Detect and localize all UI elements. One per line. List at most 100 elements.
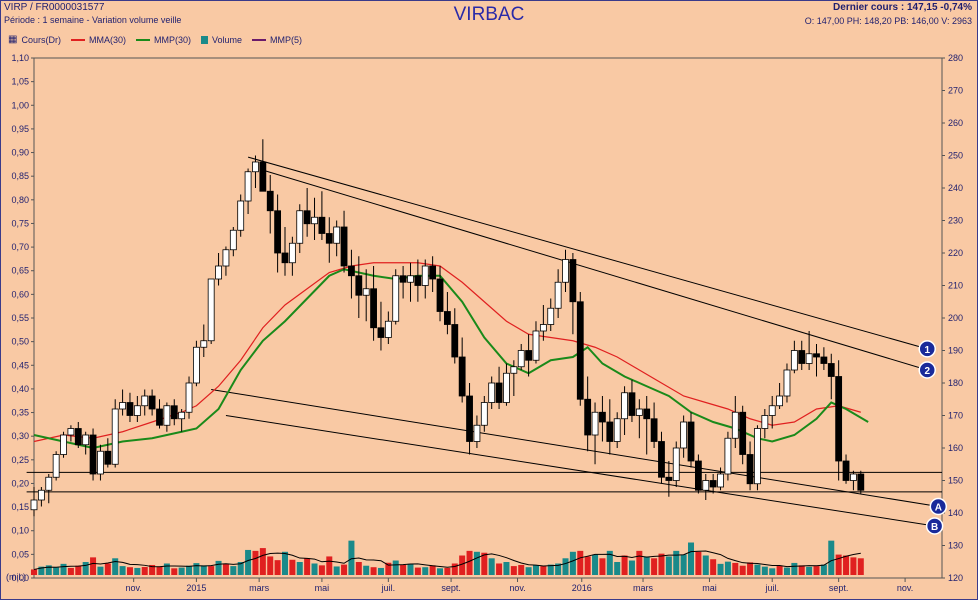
legend-item-mmp30[interactable]: MMP(30): [135, 35, 191, 45]
candle-body[interactable]: [266, 190, 274, 212]
candle-body[interactable]: [296, 210, 304, 244]
candle-body[interactable]: [547, 307, 555, 325]
candle-body[interactable]: [805, 353, 813, 364]
candle-body[interactable]: [857, 473, 865, 491]
candle-body[interactable]: [318, 216, 326, 234]
candle-body[interactable]: [643, 408, 651, 420]
legend-item-cours[interactable]: ▦ Cours(Dr): [8, 34, 61, 45]
candle-body[interactable]: [185, 382, 193, 413]
candle-body[interactable]: [480, 402, 488, 426]
candle-body[interactable]: [384, 320, 392, 338]
candle-body[interactable]: [348, 265, 355, 277]
candle-body[interactable]: [141, 395, 149, 407]
candle-body[interactable]: [303, 210, 311, 225]
candle-body[interactable]: [193, 346, 200, 384]
candle-body[interactable]: [288, 242, 296, 264]
legend-item-mmp5[interactable]: MMP(5): [252, 35, 302, 45]
candle-body[interactable]: [67, 428, 75, 436]
candle-body[interactable]: [621, 392, 628, 420]
legend-item-mma30[interactable]: MMA(30): [70, 35, 126, 45]
candle-body[interactable]: [717, 473, 724, 488]
candle-body[interactable]: [488, 382, 496, 403]
candle-body[interactable]: [222, 249, 230, 267]
candle-body[interactable]: [37, 489, 45, 501]
candle-body[interactable]: [30, 499, 38, 511]
candle-body[interactable]: [333, 226, 341, 244]
candle-body[interactable]: [340, 226, 348, 267]
candle-body[interactable]: [148, 395, 156, 410]
candle-body[interactable]: [850, 473, 857, 481]
candle-body[interactable]: [392, 275, 400, 322]
candle-body[interactable]: [443, 311, 451, 325]
candle-body[interactable]: [495, 382, 503, 403]
candle-body[interactable]: [421, 265, 429, 286]
trendline-A[interactable]: [211, 389, 939, 507]
candle-body[interactable]: [207, 278, 215, 342]
candle-body[interactable]: [584, 398, 592, 436]
candle-body[interactable]: [746, 454, 754, 485]
candle-body[interactable]: [554, 281, 562, 309]
candle-body[interactable]: [281, 252, 289, 264]
candle-body[interactable]: [407, 275, 414, 283]
candle-body[interactable]: [274, 210, 282, 254]
candle-body[interactable]: [576, 301, 584, 400]
candle-body[interactable]: [252, 161, 259, 173]
candle-body[interactable]: [104, 450, 112, 465]
candle-body[interactable]: [503, 372, 510, 403]
candle-body[interactable]: [783, 369, 791, 397]
candle-body[interactable]: [466, 395, 473, 442]
candle-body[interactable]: [436, 278, 444, 312]
candle-body[interactable]: [768, 405, 776, 416]
candle-body[interactable]: [200, 340, 208, 348]
candle-body[interactable]: [635, 408, 643, 416]
candle-body[interactable]: [451, 324, 459, 358]
candle-body[interactable]: [510, 366, 518, 374]
candle-body[interactable]: [658, 441, 665, 478]
candle-body[interactable]: [259, 161, 267, 192]
candle-body[interactable]: [429, 265, 437, 280]
candle-body[interactable]: [126, 402, 134, 416]
candle-body[interactable]: [517, 350, 525, 368]
candle-body[interactable]: [133, 405, 141, 416]
candle-body[interactable]: [702, 480, 710, 491]
candle-body[interactable]: [628, 392, 636, 416]
candle-body[interactable]: [754, 428, 761, 485]
candle-body[interactable]: [156, 408, 163, 426]
candle-body[interactable]: [842, 460, 850, 481]
candle-body[interactable]: [672, 447, 680, 481]
candle-body[interactable]: [311, 216, 318, 225]
candle-body[interactable]: [606, 421, 614, 442]
candle-body[interactable]: [694, 460, 702, 491]
candle-body[interactable]: [82, 434, 90, 446]
trendline-2[interactable]: [262, 169, 928, 371]
candle-body[interactable]: [325, 233, 333, 244]
legend-item-volume[interactable]: Volume: [200, 35, 242, 45]
trendline-B[interactable]: [225, 415, 935, 527]
candle-body[interactable]: [761, 415, 769, 429]
candle-body[interactable]: [170, 405, 178, 420]
candle-body[interactable]: [178, 411, 186, 420]
candle-body[interactable]: [835, 376, 843, 462]
candle-body[interactable]: [680, 421, 688, 449]
candle-body[interactable]: [414, 275, 422, 286]
candle-body[interactable]: [215, 265, 222, 280]
candle-body[interactable]: [665, 476, 673, 481]
candle-body[interactable]: [709, 480, 717, 488]
candle-body[interactable]: [45, 476, 53, 491]
candle-body[interactable]: [237, 200, 245, 231]
trendline-marker-B[interactable]: [925, 517, 944, 535]
candle-body[interactable]: [60, 434, 67, 455]
candle-body[interactable]: [229, 229, 237, 251]
candle-body[interactable]: [562, 259, 569, 283]
candle-body[interactable]: [473, 424, 481, 442]
candle-body[interactable]: [525, 350, 533, 361]
candle-body[interactable]: [687, 421, 695, 462]
candle-body[interactable]: [89, 434, 97, 475]
trendline-marker-1[interactable]: [918, 340, 936, 358]
candle-body[interactable]: [377, 327, 385, 338]
candle-body[interactable]: [724, 437, 732, 475]
candle-body[interactable]: [827, 363, 835, 377]
trendline-marker-A[interactable]: [929, 497, 948, 516]
candle-body[interactable]: [820, 356, 828, 364]
trendline-1[interactable]: [247, 156, 928, 350]
